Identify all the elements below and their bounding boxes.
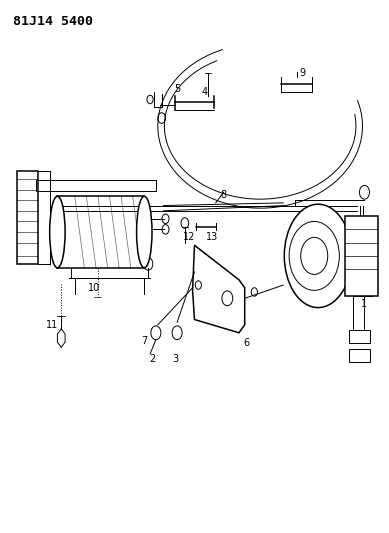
Text: 9: 9 [300, 68, 306, 78]
Text: 10: 10 [88, 282, 100, 293]
Bar [17, 171, 38, 264]
Text: 81J14 5400: 81J14 5400 [13, 14, 93, 28]
Circle shape [144, 257, 153, 270]
Circle shape [301, 237, 328, 274]
Polygon shape [193, 245, 245, 333]
Circle shape [181, 217, 189, 228]
Circle shape [162, 214, 169, 223]
Text: 3: 3 [172, 354, 178, 364]
Text: 6: 6 [244, 338, 250, 349]
Ellipse shape [284, 204, 352, 308]
Circle shape [251, 288, 258, 296]
Text: 13: 13 [206, 232, 218, 243]
Text: 7: 7 [141, 336, 147, 346]
Text: 1: 1 [361, 298, 368, 309]
Text: 5: 5 [174, 84, 180, 94]
Bar [349, 349, 370, 362]
Bar [345, 216, 378, 296]
Circle shape [222, 291, 233, 306]
Bar [58, 196, 144, 268]
Circle shape [147, 95, 153, 104]
Bar [349, 330, 370, 343]
Circle shape [195, 281, 202, 289]
Text: 4: 4 [201, 86, 207, 96]
Circle shape [162, 224, 169, 234]
Circle shape [289, 221, 339, 290]
Circle shape [359, 185, 370, 199]
Text: 2: 2 [149, 354, 155, 364]
Ellipse shape [137, 196, 152, 268]
Text: 8: 8 [221, 190, 226, 200]
Circle shape [158, 113, 166, 123]
Circle shape [151, 326, 161, 340]
Text: 12: 12 [182, 232, 195, 243]
Text: 11: 11 [46, 320, 58, 330]
Circle shape [172, 326, 182, 340]
Ellipse shape [50, 196, 65, 268]
